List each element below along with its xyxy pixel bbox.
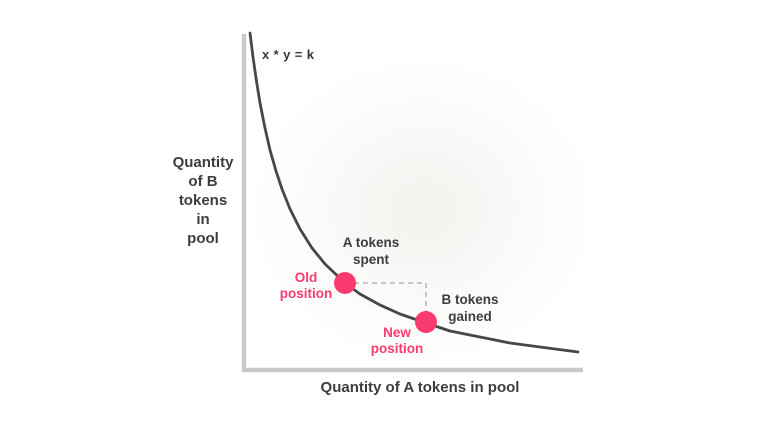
constant-product-curve xyxy=(248,31,580,354)
y-axis-label: Quantity of B tokens in pool xyxy=(172,154,234,247)
old-position-label: Old position xyxy=(279,270,333,301)
trade-dashed-path xyxy=(345,282,427,322)
b-tokens-gained-label: B tokens gained xyxy=(441,292,499,324)
new-position-label: New position xyxy=(370,325,424,356)
old-position-dot xyxy=(334,272,356,294)
a-tokens-spent-label: A tokens spent xyxy=(342,235,400,267)
x-axis-label: Quantity of A tokens in pool xyxy=(320,379,520,396)
new-position-dot xyxy=(415,311,437,333)
formula-label: x * y = k xyxy=(262,47,315,62)
